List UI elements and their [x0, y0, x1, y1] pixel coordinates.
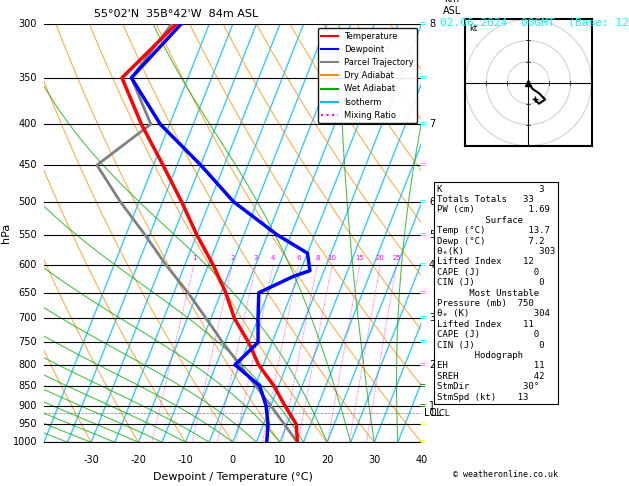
Text: 4: 4 — [271, 255, 276, 261]
Text: 25: 25 — [392, 255, 401, 261]
Text: =: = — [420, 197, 426, 207]
Text: 30: 30 — [368, 455, 381, 465]
Text: K                  3
Totals Totals   33
PW (cm)          1.69
         Surface
T: K 3 Totals Totals 33 PW (cm) 1.69 Surfac… — [437, 185, 555, 402]
Text: =: = — [420, 119, 426, 129]
Text: =: = — [420, 160, 426, 170]
Text: © weatheronline.co.uk: © weatheronline.co.uk — [453, 469, 558, 479]
Text: =: = — [420, 337, 426, 347]
Text: -30: -30 — [83, 455, 99, 465]
Text: =: = — [420, 313, 426, 324]
Text: Dewpoint / Temperature (°C): Dewpoint / Temperature (°C) — [153, 471, 313, 482]
Text: 15: 15 — [355, 255, 364, 261]
Text: 3: 3 — [429, 313, 435, 324]
Text: 500: 500 — [18, 197, 37, 207]
Text: 1000: 1000 — [13, 437, 37, 447]
Text: 6: 6 — [296, 255, 301, 261]
Text: 850: 850 — [18, 381, 37, 391]
Text: 1: 1 — [192, 255, 196, 261]
Text: 20: 20 — [321, 455, 333, 465]
Text: 1LCL: 1LCL — [429, 409, 449, 418]
Text: 700: 700 — [18, 313, 37, 324]
Text: 950: 950 — [18, 419, 37, 430]
Text: km
ASL: km ASL — [442, 0, 461, 16]
Legend: Temperature, Dewpoint, Parcel Trajectory, Dry Adiabat, Wet Adiabat, Isotherm, Mi: Temperature, Dewpoint, Parcel Trajectory… — [318, 29, 417, 123]
Text: 750: 750 — [18, 337, 37, 347]
Text: 02.06.2024  00GMT  (Base: 12): 02.06.2024 00GMT (Base: 12) — [440, 17, 629, 27]
Text: 2: 2 — [429, 360, 435, 370]
Text: 400: 400 — [19, 119, 37, 129]
Text: =: = — [420, 400, 426, 411]
Text: 40: 40 — [415, 455, 428, 465]
Text: 10: 10 — [328, 255, 337, 261]
Text: =: = — [420, 419, 426, 430]
Text: 550: 550 — [18, 230, 37, 240]
Text: LCL: LCL — [424, 408, 442, 418]
Text: =: = — [420, 230, 426, 240]
Text: =: = — [420, 260, 426, 270]
Text: 350: 350 — [18, 73, 37, 83]
Text: 0: 0 — [230, 455, 236, 465]
Text: -20: -20 — [130, 455, 147, 465]
Text: 5: 5 — [429, 230, 435, 240]
Text: 3: 3 — [253, 255, 258, 261]
Text: =: = — [420, 19, 426, 29]
Text: 8: 8 — [315, 255, 320, 261]
Text: 800: 800 — [19, 360, 37, 370]
Text: 450: 450 — [18, 160, 37, 170]
Text: 300: 300 — [19, 19, 37, 29]
Text: hPa: hPa — [1, 223, 11, 243]
Text: kt: kt — [469, 24, 477, 33]
Text: =: = — [420, 73, 426, 83]
Text: Mixing Ratio (g/kg): Mixing Ratio (g/kg) — [467, 191, 476, 276]
Text: =: = — [420, 381, 426, 391]
Text: 6: 6 — [429, 197, 435, 207]
Text: =: = — [420, 288, 426, 298]
Text: 600: 600 — [19, 260, 37, 270]
Text: 900: 900 — [19, 400, 37, 411]
Text: 650: 650 — [18, 288, 37, 298]
Text: -10: -10 — [177, 455, 194, 465]
Text: =: = — [420, 437, 426, 447]
Text: 20: 20 — [376, 255, 385, 261]
Text: 4: 4 — [429, 260, 435, 270]
Text: =: = — [420, 360, 426, 370]
Text: 2: 2 — [230, 255, 235, 261]
Title: 55°02'N  35B°42'W  84m ASL: 55°02'N 35B°42'W 84m ASL — [94, 9, 259, 19]
Text: 10: 10 — [274, 455, 286, 465]
Text: 7: 7 — [429, 119, 435, 129]
Text: 8: 8 — [429, 19, 435, 29]
Text: 1: 1 — [429, 400, 435, 411]
